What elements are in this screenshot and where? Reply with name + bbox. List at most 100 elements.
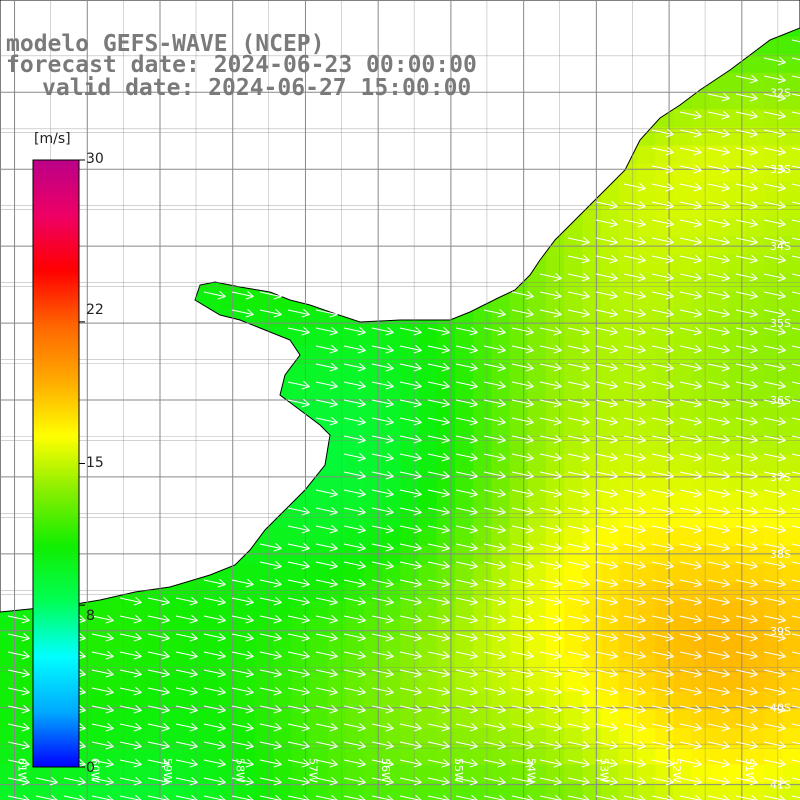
wind-speed-cell (709, 600, 729, 620)
wind-speed-cell (473, 491, 492, 511)
wind-arrow (595, 308, 618, 318)
wind-speed-cell (309, 691, 329, 711)
wind-speed-cell (527, 782, 547, 800)
wind-arrow (679, 110, 702, 120)
wind-speed-cell (418, 618, 438, 638)
wind-arrow (679, 452, 702, 462)
wind-speed-cell (691, 600, 711, 620)
wind-speed-cell (455, 527, 474, 547)
wind-speed-cell (18, 691, 37, 711)
wind-speed-cell (418, 382, 438, 401)
wind-speed-cell (200, 782, 219, 800)
wind-speed-cell (728, 418, 747, 438)
wind-speed-cell (418, 600, 438, 620)
wind-speed-cell (382, 473, 401, 492)
wind-speed-cell (673, 728, 693, 747)
wind-arrow (763, 92, 786, 102)
wind-arrow (483, 650, 506, 660)
wind-arrow (735, 398, 758, 408)
latitude-label: 38S (770, 548, 791, 561)
wind-speed-cell (746, 218, 765, 238)
wind-speed-cell (673, 637, 693, 656)
wind-arrow (791, 236, 800, 246)
wind-speed-cell (637, 746, 656, 765)
wind-arrow (791, 542, 800, 552)
wind-arrow (791, 416, 800, 426)
wind-arrow (651, 542, 674, 552)
wind-speed-cell (691, 309, 711, 329)
wind-speed-cell (163, 600, 183, 620)
wind-arrow (287, 722, 310, 732)
wind-speed-cell (382, 637, 401, 656)
wind-speed-cell (655, 163, 674, 183)
wind-speed-cell (382, 327, 401, 347)
wind-speed-cell (582, 254, 602, 274)
wind-arrow (567, 578, 590, 588)
wind-arrow (651, 596, 674, 606)
wind-speed-cell (600, 509, 620, 529)
wind-arrow (455, 452, 478, 462)
wind-speed-cell (364, 382, 383, 401)
wind-arrow (483, 488, 506, 498)
wind-speed-cell (782, 673, 800, 693)
wind-speed-cell (782, 182, 800, 201)
wind-speed-cell (236, 691, 256, 711)
wind-arrow (567, 362, 590, 372)
wind-speed-cell (400, 455, 420, 474)
wind-speed-cell (145, 618, 165, 638)
wind-speed-cell (400, 473, 420, 492)
wind-arrow (455, 740, 478, 750)
wind-arrow (735, 434, 758, 444)
wind-speed-cell (18, 728, 37, 747)
wind-speed-cell (309, 527, 329, 547)
wind-arrow (679, 218, 702, 228)
wind-arrow (679, 200, 702, 210)
wind-arrow (343, 524, 366, 534)
wind-arrow (371, 686, 394, 696)
wind-speed-cell (709, 546, 729, 565)
wind-arrow (315, 524, 338, 534)
wind-arrow (287, 596, 310, 606)
wind-arrow (763, 524, 786, 534)
wind-arrow (287, 398, 310, 408)
wind-arrow (735, 704, 758, 714)
wind-speed-cell (782, 36, 800, 56)
latitude-label: 37S (770, 471, 791, 484)
wind-speed-cell (473, 618, 492, 638)
wind-speed-cell (345, 382, 365, 401)
wind-speed-cell (764, 127, 784, 147)
wind-arrow (791, 200, 800, 210)
wind-speed-cell (546, 691, 565, 711)
longitude-label: 60W (88, 758, 101, 783)
wind-speed-cell (236, 709, 256, 729)
wind-speed-cell (509, 618, 529, 638)
wind-speed-cell (709, 364, 729, 383)
wind-arrow (735, 578, 758, 588)
wind-arrow (791, 398, 800, 408)
wind-arrow (455, 488, 478, 498)
wind-arrow (343, 758, 366, 768)
wind-arrow (203, 614, 226, 624)
wind-arrow (147, 632, 170, 642)
wind-speed-cell (782, 618, 800, 638)
wind-speed-cell (273, 637, 292, 656)
wind-arrow (483, 614, 506, 624)
wind-speed-cell (637, 364, 656, 383)
wind-arrow (651, 452, 674, 462)
wind-speed-cell (418, 655, 438, 674)
wind-arrow (567, 308, 590, 318)
wind-arrow (287, 380, 310, 390)
wind-speed-cell (345, 418, 365, 438)
wind-arrow (147, 758, 170, 768)
wind-arrow (231, 578, 254, 588)
wind-arrow (707, 290, 730, 300)
wind-arrow (679, 614, 702, 624)
wind-arrow (735, 380, 758, 390)
wind-arrow (679, 560, 702, 570)
wind-speed-cell (418, 764, 438, 784)
wind-speed-cell (709, 746, 729, 765)
wind-speed-cell (327, 637, 347, 656)
wind-arrow (623, 218, 646, 228)
wind-arrow (91, 758, 114, 768)
wind-arrow (539, 488, 562, 498)
